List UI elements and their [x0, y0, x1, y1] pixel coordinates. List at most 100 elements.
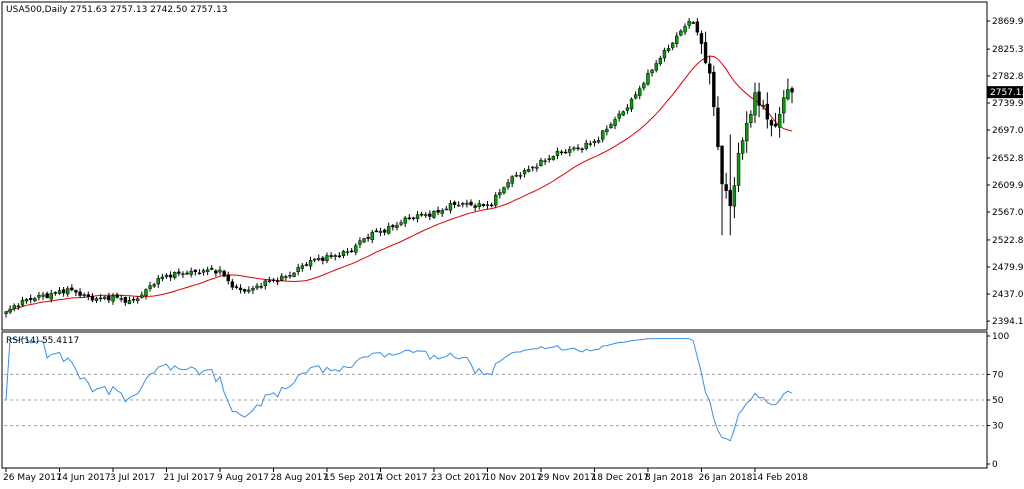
candle: [399, 219, 403, 227]
candle: [687, 18, 691, 29]
candle-body-bull: [551, 156, 556, 160]
rsi-panel[interactable]: 100 70 50 30 0 RSI(14) 55.4117: [1, 331, 1009, 470]
candle-body-bull: [675, 35, 679, 44]
candle: [716, 96, 720, 151]
candle-body-bull: [300, 265, 305, 269]
current-price-tag: 2757.13: [987, 86, 1024, 99]
candle: [658, 55, 663, 66]
time-tick-label: 9 Aug 2017: [217, 473, 269, 483]
candle: [103, 295, 107, 301]
candle-body-bull: [98, 297, 103, 300]
price-panel-frame: [1, 1, 988, 331]
candle: [786, 78, 790, 101]
candle-body-bear: [489, 204, 494, 207]
candle: [49, 289, 53, 303]
candle: [790, 86, 794, 104]
candle-body-bear: [168, 274, 173, 278]
candle-body-bull: [218, 269, 222, 273]
candle: [329, 252, 333, 259]
candle-body-bull: [103, 296, 107, 299]
candle: [214, 269, 218, 277]
candle-body-bull: [317, 258, 321, 261]
candle: [683, 23, 687, 36]
candle-body-bull: [251, 288, 255, 291]
candle-body-bear: [61, 289, 66, 294]
candle: [588, 140, 593, 147]
candle: [469, 199, 473, 207]
candle-body-bull: [358, 240, 362, 245]
candle: [218, 266, 222, 276]
candle-body-bear: [214, 270, 218, 274]
candle-body-bear: [337, 255, 342, 258]
candle-body-bear: [45, 293, 49, 299]
candle-body-bull: [148, 285, 152, 290]
candle-body-bear: [123, 297, 128, 303]
candle: [160, 273, 165, 282]
candle: [296, 263, 300, 276]
candle-body-bear: [131, 298, 136, 301]
rsi-tick-label: 70: [992, 370, 1004, 380]
candle: [745, 111, 749, 153]
candle: [33, 296, 37, 303]
candle-body-bull: [20, 299, 25, 306]
candle-body-bear: [407, 217, 411, 220]
candle: [757, 82, 761, 118]
candle-body-bull: [786, 89, 790, 100]
rsi-tick-label: 0: [992, 460, 998, 470]
candle-body-bull: [16, 305, 21, 308]
candle: [259, 282, 263, 289]
candle: [703, 31, 708, 65]
candle-body-bull: [547, 158, 551, 161]
candle-body-bull: [539, 159, 543, 166]
candle: [654, 60, 658, 73]
candle: [230, 278, 235, 291]
candle: [57, 287, 62, 295]
candle: [531, 166, 535, 172]
candle: [181, 271, 185, 278]
candle-body-bear: [230, 281, 235, 288]
candle-body-bull: [753, 92, 757, 116]
candle-body-bull: [280, 275, 284, 281]
candle: [226, 271, 230, 285]
candle-body-bull: [666, 47, 671, 51]
candle-body-bear: [436, 209, 440, 213]
price-tick-label: 2567.00: [992, 208, 1024, 218]
candle-body-bear: [452, 201, 457, 205]
candle: [555, 147, 560, 160]
candle: [584, 139, 588, 151]
candlestick-layer: [4, 18, 794, 318]
candle-body-bear: [382, 229, 387, 233]
current-price-tag-label: 2757.13: [990, 88, 1024, 98]
price-panel[interactable]: 2869.90 2825.30 2782.80 2739.90 2697.00 2652.…: [1, 1, 1024, 331]
candle: [222, 269, 226, 278]
candle: [749, 110, 753, 128]
candle: [193, 269, 198, 276]
candle: [275, 277, 280, 286]
candle-body-bull: [160, 276, 165, 280]
candle-body-bear: [238, 287, 243, 291]
time-tick-label: 4 Oct 2017: [377, 473, 427, 483]
candle: [354, 243, 358, 256]
time-tick-label: 14 Jun 2017: [56, 473, 110, 483]
candle: [642, 81, 646, 91]
candle: [267, 276, 272, 284]
candle-body-bull: [510, 176, 514, 184]
candle-body-bear: [411, 217, 416, 220]
candle-body-bull: [642, 83, 646, 89]
candle-body-bear: [757, 91, 761, 106]
candle-body-bear: [473, 205, 477, 208]
candle: [712, 65, 716, 117]
candle: [189, 267, 193, 278]
candle: [131, 296, 136, 303]
candle: [115, 292, 119, 299]
candle-body-bear: [769, 120, 774, 126]
candle-body-bear: [720, 145, 724, 185]
candle-body-bull: [292, 272, 296, 277]
rsi-line: [5, 338, 793, 442]
time-tick-label: 18 Dec 2017: [591, 473, 649, 483]
candle-body-bull: [94, 298, 99, 301]
candle-body-bull: [543, 160, 547, 163]
candle: [502, 186, 506, 195]
